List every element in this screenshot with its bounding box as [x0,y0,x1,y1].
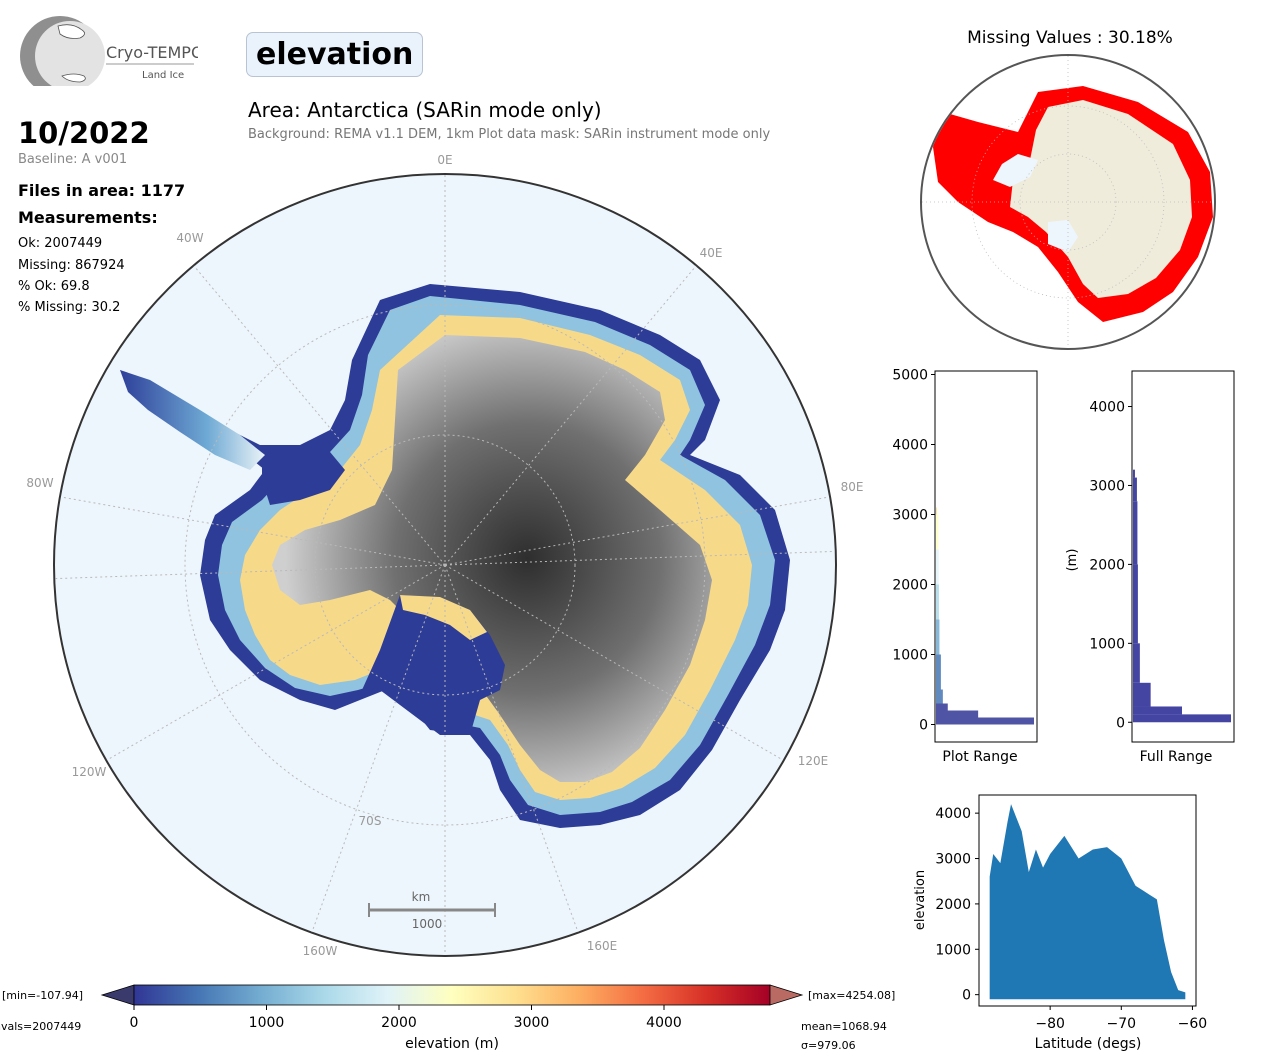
histogram-bar [1133,643,1140,683]
histogram-ytick-label: 4000 [1089,400,1125,416]
full-range-histogram: 0 1000 2000 3000 4000 (m) Full Range [1065,370,1235,765]
lon-label-40w: 40W [176,231,203,245]
scatter-ytick-label: 0 [962,988,971,1004]
missing-values-map [920,54,1216,350]
histogram-bar [936,710,979,718]
area-title: Area: Antarctica (SARin mode only) [248,98,602,122]
scatter-ytick-label: 3000 [935,852,971,868]
histogram-bar [1133,477,1137,502]
histogram-bar [936,514,939,550]
colorbar-tick-label: 1000 [249,1015,285,1031]
colorbar-mean-label: mean=1068.94 [801,1020,887,1033]
histogram-bar [1133,501,1138,565]
colorbar-tick-label: 2000 [381,1015,417,1031]
scatter-xtick-label: −70 [1107,1016,1137,1032]
plot-range-label: Plot Range [942,749,1017,765]
scatter-xlabel: Latitude (degs) [1035,1036,1142,1052]
histogram-bar [936,619,940,655]
scatter-xtick-label: −80 [1035,1016,1065,1032]
histogram-bar [936,717,1034,725]
lon-label-160e: 160E [587,939,618,953]
logo-subtitle: Land Ice [142,70,184,81]
histogram-ytick-label: 2000 [1089,557,1125,573]
colorbar-max-label: [max=4254.08] [808,989,895,1002]
histogram-ytick-label: 3000 [892,508,928,524]
colorbar-tick-label: 0 [130,1015,139,1031]
full-range-ylabel: (m) [1065,549,1080,572]
histogram-ytick-label: 0 [1116,715,1125,731]
date-label: 10/2022 [18,116,150,150]
scatter-ytick-label: 2000 [935,897,971,913]
percent-missing: % Missing: 30.2 [18,300,121,315]
parameter-title: elevation [246,32,424,77]
histogram-bar [936,703,948,711]
histogram-ytick-label: 0 [919,718,928,734]
lon-label-120e: 120E [798,754,829,768]
plot-range-histogram: 0 1000 2000 3000 4000 5000 Plot Range [892,368,1038,765]
colorbar-xlabel: elevation (m) [405,1036,499,1052]
scatter-points [989,804,1186,1000]
lon-label-40e: 40E [700,246,723,260]
colorbar-tick-label: 4000 [646,1015,682,1031]
histogram-bar [936,689,943,704]
histogram-bar [1133,714,1231,723]
lat-label-70s: 70S [359,814,382,828]
ok-count: Ok: 2007449 [18,236,103,251]
scale-bar: km 1000 [368,890,496,931]
missing-count: Missing: 867924 [18,258,125,273]
cryo-tempo-logo: Cryo-TEMPO Land Ice [20,16,198,86]
graticule [55,175,835,955]
scatter-ylabel: elevation [913,870,928,930]
baseline-label: Baseline: A v001 [18,152,128,167]
histogram-ytick-label: 1000 [892,648,928,664]
colorbar-sigma-label: σ=979.06 [801,1039,856,1052]
histogram-bar [1133,682,1151,707]
colorbar: 0 1000 2000 3000 4000 [min=-107.94] nvals=20… [0,984,895,1052]
histogram-bar [936,654,941,690]
scatter-ytick-label: 4000 [935,806,971,822]
lon-label-120w: 120W [72,765,107,779]
histogram-bar [1133,469,1135,478]
area-subtitle: Background: REMA v1.1 DEM, 1km Plot data… [248,127,771,142]
histogram-ytick-label: 2000 [892,578,928,594]
logo-title: Cryo-TEMPO [106,43,198,62]
files-in-area: Files in area: 1177 [18,181,186,200]
percent-ok: % Ok: 69.8 [18,279,90,294]
colorbar-min-arrow [100,984,135,1006]
full-range-label: Full Range [1140,749,1213,765]
colorbar-nvals-label: nvals=2007449 [0,1020,81,1033]
lon-label-0e: 0E [437,153,452,167]
histogram-bar [1133,564,1138,644]
measurements-heading: Measurements: [18,208,158,227]
histogram-ytick-label: 3000 [1089,478,1125,494]
histogram-bar [936,549,939,585]
scale-unit: km [412,890,431,904]
missing-values-title: Missing Values : 30.18% [967,28,1173,48]
scatter-xtick-label: −60 [1178,1016,1208,1032]
histogram-ytick-label: 5000 [892,368,928,384]
colorbar-tick-label: 3000 [514,1015,550,1031]
colorbar-gradient [133,984,771,1006]
lon-label-160w: 160W [303,944,338,958]
histogram-bar [936,507,937,515]
scatter-ytick-label: 1000 [935,942,971,958]
colorbar-max-arrow [769,984,804,1006]
histogram-ytick-label: 4000 [892,438,928,454]
histogram-bar [1133,706,1182,715]
scale-value: 1000 [412,917,443,931]
colorbar-min-label: [min=-107.94] [2,989,83,1002]
histogram-ytick-label: 1000 [1089,636,1125,652]
elevation-map: 0E 40E 80E 120E 160E 160W 120W 80W 40W 7… [26,153,864,958]
histogram-bar [936,584,939,620]
lon-label-80w: 80W [26,476,53,490]
latitude-scatter: 0 1000 2000 3000 4000 −80 −70 −60 elevation Lat… [913,794,1208,1052]
lon-label-80e: 80E [841,480,864,494]
ice-sheet [120,284,790,828]
